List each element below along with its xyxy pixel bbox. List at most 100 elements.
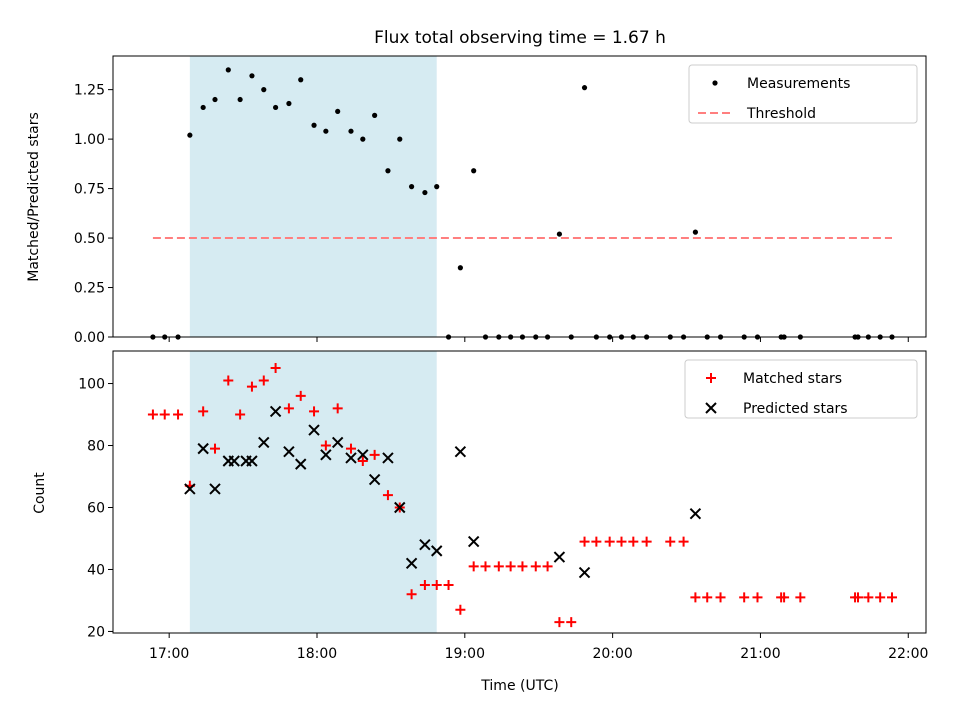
matched-star-marker (443, 579, 454, 590)
measurement-point (422, 189, 428, 196)
chart-title: Flux total observing time = 1.67 h (374, 28, 666, 48)
predicted-star-marker (320, 449, 332, 461)
matched-star-marker (554, 617, 565, 628)
matched-star-marker (604, 536, 615, 547)
measurement-point (249, 73, 255, 79)
bottom-y-axis-label: Count (32, 472, 48, 514)
matched-star-marker (419, 579, 430, 590)
matched-star-marker (198, 406, 209, 417)
matched-star-marker (283, 403, 294, 414)
measurement-point (348, 128, 354, 134)
measurement-point (581, 85, 588, 91)
legend-dot-icon (712, 80, 718, 86)
matched-star-marker (702, 592, 713, 603)
matched-star-marker (382, 490, 393, 501)
bottom-x-tick-label: 19:00 (445, 646, 485, 662)
top-axes-frame (112, 55, 927, 338)
predicted-star-marker (228, 455, 240, 467)
legend-box (688, 64, 918, 124)
bottom-y-tick-label: 60 (87, 500, 105, 516)
matched-star-marker (579, 536, 590, 547)
matched-star-marker (665, 536, 676, 547)
measurement-point (397, 136, 403, 142)
matched-star-marker (715, 592, 726, 603)
predicted-star-marker (197, 442, 209, 455)
bottom-x-tick-label: 20:00 (592, 646, 632, 662)
bottom-legend: Matched stars Predicted stars (684, 359, 918, 419)
matched-star-marker (863, 592, 874, 603)
predicted-star-marker (431, 545, 443, 557)
predicted-star-marker (419, 538, 431, 551)
matched-star-marker (345, 443, 356, 454)
top-y-tick-label: 0.75 (74, 182, 105, 198)
bottom-y-tick-label: 80 (87, 439, 105, 455)
measurement-point (692, 229, 699, 235)
predicted-star-marker (184, 483, 196, 495)
matched-star-marker (853, 592, 864, 603)
measurement-point (408, 184, 415, 190)
x-axis-label: Time (UTC) (480, 678, 558, 694)
matched-star-marker (455, 604, 466, 615)
legend-box (684, 359, 918, 419)
measurement-point (286, 100, 292, 107)
measurement-point (372, 112, 378, 118)
measurement-point (434, 184, 440, 190)
matched-star-marker (678, 536, 689, 547)
matched-star-marker (616, 536, 627, 547)
bottom-x-tick-label: 18:00 (297, 646, 337, 662)
matched-star-marker (752, 592, 763, 603)
matched-star-marker (468, 561, 479, 572)
matched-star-marker (369, 449, 380, 460)
matched-star-marker (209, 443, 220, 454)
predicted-star-marker (345, 452, 357, 464)
matched-star-marker (591, 536, 602, 547)
bottom-x-tick-label: 17:00 (149, 646, 189, 662)
matched-star-marker (690, 592, 701, 603)
predicted-star-marker (394, 501, 406, 514)
matched-star-marker (295, 390, 306, 401)
measurement-point (212, 96, 218, 103)
matched-star-marker (159, 409, 170, 420)
predicted-star-marker (283, 446, 295, 458)
counts-panel: 20 40 60 80 100 17:00 18:00 19:00 20:00 21:00 22:0… (78, 350, 928, 662)
measurement-point (335, 108, 341, 115)
matched-star-marker (173, 409, 184, 420)
predicted-star-marker (258, 436, 270, 449)
predicted-star-marker (209, 483, 221, 495)
predicted-star-marker (382, 452, 394, 464)
matched-star-marker (320, 440, 331, 451)
matched-star-marker (235, 409, 246, 420)
matched-star-marker (566, 617, 577, 628)
legend-x-icon (705, 402, 717, 414)
measurement-point (457, 265, 463, 271)
measurement-point (200, 104, 206, 111)
matched-star-marker (357, 456, 368, 467)
top-legend: Measurements Threshold (688, 64, 918, 124)
predicted-star-marker (368, 473, 381, 486)
predicted-star-marker (578, 566, 591, 579)
matched-star-marker (505, 561, 516, 572)
predicted-star-marker (357, 449, 369, 461)
predicted-star-marker (295, 458, 307, 470)
bottom-axes-frame (112, 350, 927, 634)
legend-plus-icon (706, 373, 716, 383)
bottom-y-tick-label: 100 (78, 377, 105, 393)
predicted-star-marker (689, 507, 702, 520)
matched-star-marker (332, 403, 343, 414)
measurement-point (471, 168, 477, 174)
legend-label: Predicted stars (743, 401, 848, 417)
bottom-x-tick-label: 22:00 (888, 646, 928, 662)
legend-label: Matched stars (743, 371, 842, 387)
legend-label: Measurements (747, 76, 850, 92)
measurements-panel: 0.00 0.25 0.50 0.75 1.00 1.25 Measurements Thre… (74, 55, 927, 346)
matched-star-marker (480, 561, 491, 572)
matched-star-marker (406, 589, 417, 600)
matched-star-marker (739, 592, 750, 603)
measurement-point (360, 136, 366, 142)
predicted-star-marker (454, 446, 467, 458)
bottom-y-tick-label: 20 (87, 624, 105, 640)
top-y-tick-label: 0.00 (74, 330, 105, 346)
top-y-tick-label: 0.25 (74, 281, 105, 297)
predicted-star-marker (308, 424, 320, 436)
